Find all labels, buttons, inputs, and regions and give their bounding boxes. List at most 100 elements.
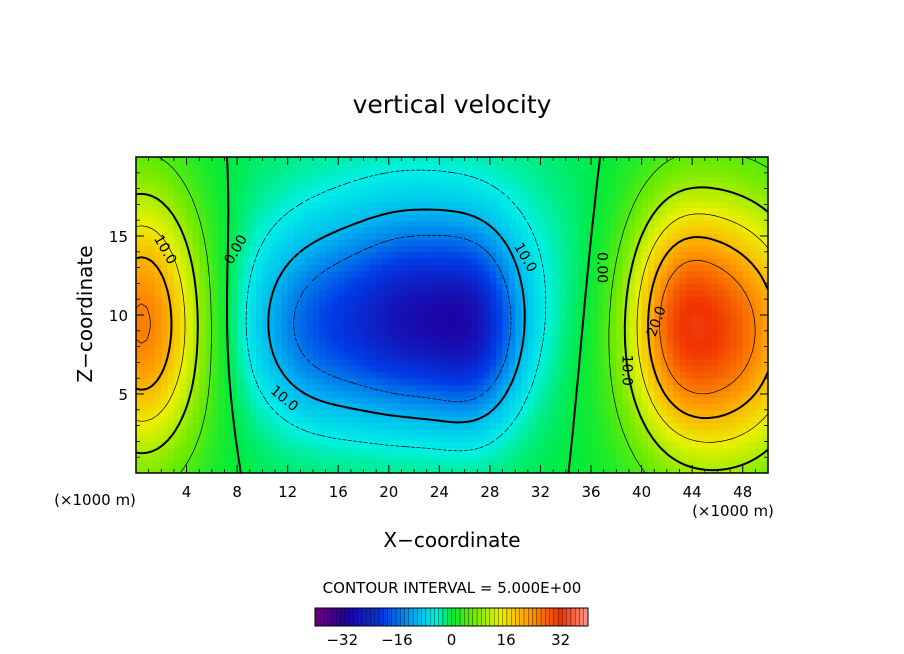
heatmap-cell — [704, 416, 712, 424]
heatmap-cell — [464, 213, 472, 221]
heatmap-cell — [262, 441, 270, 449]
heatmap-cell — [350, 333, 358, 341]
heatmap-cell — [300, 454, 308, 461]
heatmap-cell — [647, 258, 655, 266]
heatmap-cell — [521, 207, 529, 215]
heatmap-cell — [433, 296, 440, 303]
heatmap-cell — [338, 447, 346, 455]
heatmap-cell — [673, 435, 681, 442]
heatmap-cell — [534, 194, 542, 202]
heatmap-cell — [407, 289, 415, 297]
heatmap-cell — [622, 409, 630, 417]
heatmap-cell — [673, 157, 681, 164]
heatmap-cell — [382, 447, 390, 455]
heatmap-cell — [508, 409, 516, 417]
heatmap-cell — [230, 371, 238, 379]
heatmap-cell — [521, 175, 529, 183]
heatmap-cell — [230, 435, 238, 442]
heatmap-cell — [287, 283, 295, 291]
heatmap-cell — [388, 251, 396, 259]
heatmap-cell — [344, 194, 352, 202]
heatmap-cell — [578, 220, 586, 228]
heatmap-cell — [692, 352, 700, 360]
heatmap-cell — [749, 384, 756, 392]
heatmap-cell — [610, 302, 617, 310]
heatmap-cell — [407, 340, 415, 348]
heatmap-cell — [357, 182, 365, 190]
heatmap-cell — [458, 207, 466, 215]
heatmap-cell — [294, 371, 301, 379]
heatmap-cell — [325, 157, 333, 164]
heatmap-cell — [723, 194, 731, 202]
heatmap-cell — [591, 435, 598, 442]
heatmap-cell — [148, 213, 156, 221]
heatmap-cell — [192, 308, 200, 316]
heatmap-cell — [294, 201, 301, 209]
heatmap-cell — [603, 201, 611, 209]
heatmap-cell — [553, 283, 561, 291]
heatmap-cell — [199, 384, 207, 392]
heatmap-cell — [433, 397, 440, 405]
heatmap-cell — [199, 220, 207, 228]
heatmap-cell — [679, 194, 687, 202]
heatmap-cell — [647, 175, 655, 183]
heatmap-cell — [692, 245, 700, 253]
heatmap-cell — [679, 157, 687, 164]
heatmap-cell — [199, 409, 207, 417]
heatmap-cell — [458, 428, 466, 436]
heatmap-cell — [666, 441, 674, 449]
heatmap-cell — [641, 346, 649, 354]
heatmap-cell — [426, 182, 434, 190]
heatmap-cell — [628, 239, 636, 247]
heatmap-cell — [350, 163, 358, 171]
heatmap-cell — [325, 340, 333, 348]
heatmap-cell — [736, 175, 744, 183]
heatmap-cell — [584, 435, 592, 442]
heatmap-cell — [173, 163, 181, 171]
heatmap-cell — [660, 340, 668, 348]
heatmap-cell — [287, 390, 295, 398]
heatmap-cell — [249, 346, 257, 354]
heatmap-cell — [464, 390, 472, 398]
heatmap-cell — [275, 270, 282, 278]
heatmap-cell — [489, 428, 497, 436]
heatmap-cell — [281, 188, 289, 196]
heatmap-cell — [761, 258, 768, 266]
heatmap-cell — [616, 308, 624, 316]
heatmap-cell — [572, 333, 579, 341]
heatmap-cell — [161, 251, 169, 259]
heatmap-cell — [363, 359, 371, 367]
heatmap-cell — [641, 352, 649, 360]
heatmap-cell — [723, 327, 731, 335]
heatmap-cell — [572, 460, 579, 468]
heatmap-cell — [363, 258, 371, 266]
heatmap-cell — [376, 346, 384, 354]
heatmap-cell — [306, 296, 314, 303]
heatmap-cell — [319, 327, 327, 335]
heatmap-cell — [312, 232, 320, 240]
heatmap-cell — [647, 207, 655, 215]
heatmap-cell — [483, 352, 491, 360]
heatmap-cell — [262, 378, 270, 386]
heatmap-cell — [610, 283, 617, 291]
heatmap-cell — [572, 384, 579, 392]
heatmap-cell — [211, 194, 219, 202]
heatmap-cell — [755, 466, 763, 473]
heatmap-cell — [591, 428, 598, 436]
heatmap-cell — [237, 245, 245, 253]
heatmap-cell — [464, 277, 472, 284]
heatmap-cell — [344, 460, 352, 468]
heatmap-cell — [136, 447, 143, 455]
heatmap-cell — [211, 359, 219, 367]
heatmap-cell — [420, 182, 428, 190]
heatmap-cell — [534, 409, 542, 417]
heatmap-cell — [717, 409, 725, 417]
heatmap-cell — [180, 441, 188, 449]
heatmap-cell — [565, 333, 573, 341]
heatmap-cell — [515, 251, 523, 259]
heatmap-cell — [256, 371, 263, 379]
heatmap-cell — [483, 333, 491, 341]
heatmap-cell — [420, 251, 428, 259]
heatmap-cell — [445, 454, 453, 461]
heatmap-cell — [426, 270, 434, 278]
